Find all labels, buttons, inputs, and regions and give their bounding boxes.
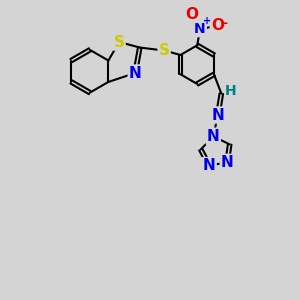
- Text: S: S: [114, 34, 124, 50]
- Text: H: H: [225, 84, 237, 98]
- Text: -: -: [223, 17, 228, 30]
- Text: N: N: [207, 129, 220, 144]
- Text: N: N: [194, 22, 206, 36]
- Text: N: N: [221, 155, 233, 170]
- Text: +: +: [202, 16, 211, 26]
- Text: N: N: [212, 107, 224, 122]
- Text: N: N: [129, 65, 142, 80]
- Text: O: O: [185, 7, 198, 22]
- Text: N: N: [207, 129, 220, 144]
- Text: O: O: [211, 18, 224, 33]
- Text: N: N: [203, 158, 216, 173]
- Text: S: S: [159, 43, 170, 58]
